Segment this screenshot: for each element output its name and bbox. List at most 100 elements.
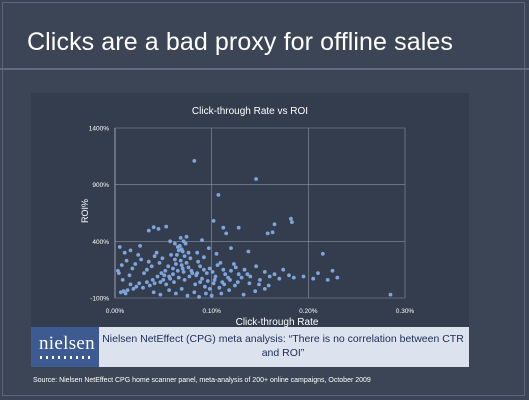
data-point [198, 264, 203, 269]
data-point [221, 225, 226, 230]
data-point [233, 265, 238, 270]
data-point [233, 283, 237, 288]
data-point [291, 275, 296, 280]
x-tick-label: 0.30% [396, 308, 415, 315]
data-point [172, 280, 176, 284]
data-point [176, 275, 181, 280]
data-point [235, 280, 240, 284]
y-axis-label: ROI% [80, 199, 90, 223]
logo-wordmark: nielsen [39, 333, 95, 354]
data-point [289, 216, 293, 221]
data-point [166, 264, 171, 269]
data-point [202, 255, 206, 260]
data-point [265, 231, 270, 236]
data-point [197, 295, 202, 299]
data-point [241, 292, 246, 297]
data-point [204, 291, 208, 296]
y-tick-label: 1400% [89, 126, 109, 133]
data-point [136, 253, 141, 257]
data-point [200, 238, 204, 243]
data-point [179, 263, 184, 267]
data-point [210, 270, 215, 274]
data-point [128, 248, 133, 253]
data-point [198, 280, 203, 284]
nielsen-logo: nielsen [31, 327, 99, 367]
data-point [178, 236, 183, 240]
data-point [171, 272, 175, 277]
data-point [242, 267, 247, 272]
data-point [335, 275, 340, 280]
data-point [175, 245, 180, 249]
data-point [189, 268, 194, 273]
data-point [218, 261, 223, 265]
data-point [220, 280, 225, 284]
data-point [217, 285, 222, 290]
data-point [137, 281, 142, 286]
data-point [266, 283, 271, 288]
data-point [200, 276, 204, 281]
data-point [173, 257, 177, 262]
data-point [175, 253, 179, 257]
data-point [311, 276, 316, 281]
data-point [184, 261, 189, 265]
data-point [180, 266, 185, 271]
data-point [330, 268, 335, 273]
data-point [130, 266, 135, 271]
x-tick-label: 0.10% [202, 308, 221, 315]
data-point [192, 159, 197, 163]
data-point [211, 219, 216, 223]
data-point [138, 244, 142, 248]
data-point [209, 293, 214, 298]
data-point [119, 263, 124, 267]
data-point [121, 289, 126, 294]
data-point [206, 246, 211, 251]
data-point [117, 271, 121, 275]
data-point [164, 224, 169, 229]
data-point [212, 278, 217, 282]
data-point [219, 291, 224, 296]
data-point [214, 251, 219, 256]
data-point [117, 245, 122, 249]
data-point [192, 290, 197, 295]
data-point [167, 274, 172, 279]
data-point [186, 250, 191, 255]
conclusion-banner: nielsen Nielsen NetEffect (CPG) meta ana… [31, 327, 469, 367]
y-axis-ticks: -100% 400% 900% 1400% [89, 126, 109, 303]
chart-points [116, 159, 393, 299]
data-point [167, 288, 172, 292]
data-point [277, 276, 282, 281]
data-point [183, 241, 188, 246]
data-point [236, 225, 241, 230]
data-point [134, 284, 139, 289]
data-point [124, 258, 129, 263]
title-divider [0, 68, 529, 70]
data-point [272, 222, 277, 227]
banner-text: Nielsen NetEffect (CPG) meta analysis: “… [102, 333, 464, 359]
data-point [156, 227, 161, 231]
data-point [290, 220, 294, 224]
data-point [131, 287, 136, 291]
data-point [224, 231, 229, 236]
data-point [133, 262, 138, 266]
data-point [253, 289, 258, 294]
data-point [122, 250, 127, 255]
data-point [163, 268, 168, 273]
scatter-chart: Click-through Rate vs ROI 0.00% 0.10% 0.20… [80, 106, 415, 327]
y-tick-label: -100% [90, 296, 109, 303]
slide-frame [2, 2, 525, 396]
data-point [178, 258, 183, 263]
data-point [179, 287, 184, 291]
data-point [158, 292, 163, 297]
data-point [262, 270, 267, 274]
data-point [174, 291, 178, 296]
data-point [150, 278, 155, 282]
data-point [185, 293, 190, 298]
data-point [258, 278, 262, 282]
data-point [160, 256, 165, 261]
data-point [171, 266, 175, 271]
data-point [207, 287, 212, 291]
data-point [320, 251, 325, 256]
data-point [127, 273, 132, 278]
data-point [125, 288, 130, 292]
data-point [247, 281, 252, 286]
